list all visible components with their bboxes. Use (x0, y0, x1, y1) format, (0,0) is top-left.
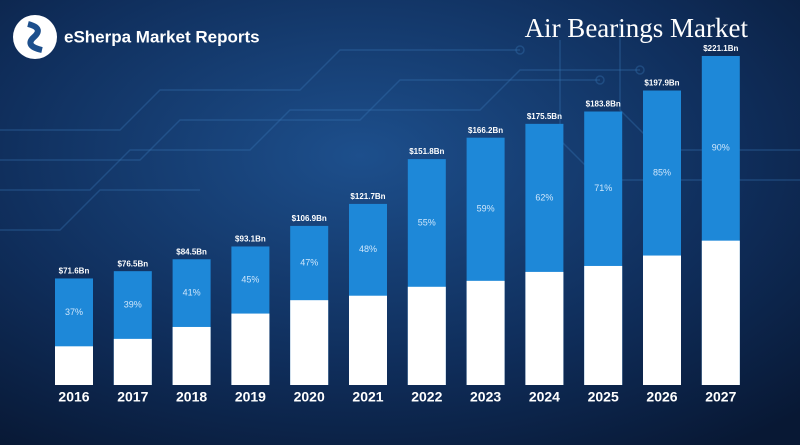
value-label: $93.1Bn (235, 235, 266, 244)
bar-base (290, 300, 329, 385)
x-tick-label: 2022 (411, 389, 442, 405)
bar-base (349, 295, 387, 385)
share-label: 55% (418, 217, 436, 227)
value-label: $221.1Bn (703, 44, 738, 53)
share-label: 48% (359, 244, 377, 254)
value-label: $84.5Bn (176, 247, 207, 256)
bar-base (231, 313, 270, 385)
chart-title: Air Bearings Market (525, 13, 749, 43)
logo (13, 15, 57, 59)
value-label: $183.8Bn (586, 100, 621, 109)
bar-base (466, 280, 505, 385)
x-tick-label: 2027 (705, 389, 736, 405)
x-tick-label: 2026 (646, 389, 677, 405)
bar-base (525, 271, 564, 385)
x-tick-label: 2016 (58, 389, 89, 405)
share-label: 90% (712, 143, 730, 153)
value-label: $121.7Bn (350, 192, 385, 201)
x-tick-label: 2017 (117, 389, 148, 405)
share-label: 59% (477, 204, 495, 214)
share-label: 37% (65, 307, 83, 317)
x-tick-label: 2024 (529, 389, 560, 405)
bar-base (113, 338, 152, 385)
value-label: $197.9Bn (644, 79, 679, 88)
x-tick-label: 2021 (352, 389, 383, 405)
bar-base (55, 346, 93, 385)
share-label: 71% (594, 183, 612, 193)
brand: eSherpa Market Reports (64, 27, 260, 46)
logo-mark (27, 21, 43, 53)
x-tick-label: 2018 (176, 389, 207, 405)
share-label: 41% (183, 287, 201, 297)
circuit-decoration (0, 20, 800, 231)
value-label: $76.5Bn (117, 259, 148, 268)
value-label: $151.8Bn (409, 147, 444, 156)
value-label: $71.6Bn (59, 267, 90, 276)
share-label: 85% (653, 167, 671, 177)
bar-base (407, 286, 446, 385)
x-tick-label: 2025 (588, 389, 619, 405)
share-label: 47% (300, 257, 318, 267)
value-label: $166.2Bn (468, 126, 503, 135)
value-label: $175.5Bn (527, 112, 562, 121)
bar-base (584, 265, 623, 385)
share-label: 45% (241, 274, 259, 284)
x-tick-label: 2019 (235, 389, 266, 405)
share-label: 39% (124, 299, 142, 309)
x-tick-label: 2020 (294, 389, 325, 405)
x-tick-label: 2023 (470, 389, 501, 405)
share-label: 62% (535, 192, 553, 202)
bar-base (701, 240, 740, 385)
value-label: $106.9Bn (292, 214, 327, 223)
bar-base (172, 326, 211, 385)
bar-base (643, 255, 681, 385)
